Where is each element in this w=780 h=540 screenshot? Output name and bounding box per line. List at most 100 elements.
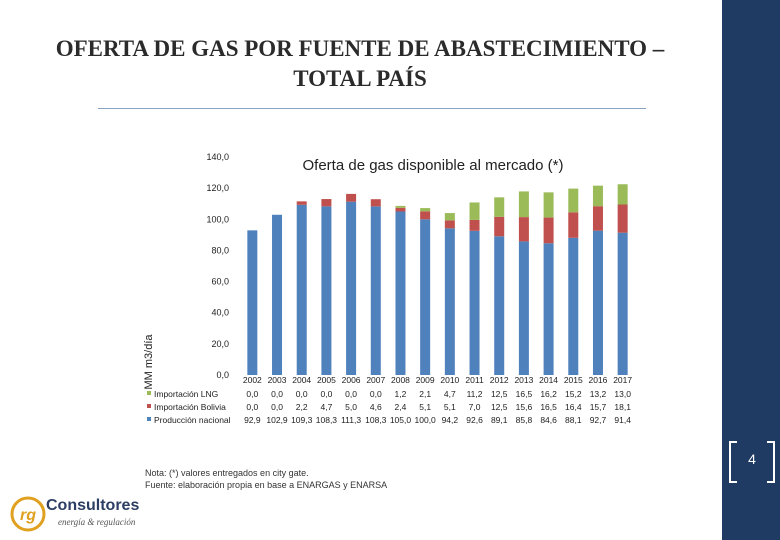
x-tick-label: 2012 bbox=[490, 375, 509, 385]
bar-segment bbox=[444, 213, 455, 221]
data-label: 0,0 bbox=[246, 389, 258, 399]
bar-segment bbox=[469, 219, 480, 231]
x-tick-label: 2010 bbox=[440, 375, 459, 385]
right-bracket-icon bbox=[767, 441, 775, 483]
data-label: 111,3 bbox=[341, 415, 361, 425]
bar-segment bbox=[469, 202, 480, 220]
data-label: 15,7 bbox=[590, 402, 607, 412]
logo-ring-icon bbox=[10, 496, 46, 532]
data-table: 2002 2003 2004 2005 2006 2007 2008 2009 2010 2011… bbox=[147, 375, 632, 425]
bar-segment bbox=[617, 184, 628, 205]
bar-segment bbox=[518, 241, 529, 375]
slide-title: OFERTA DE GAS POR FUENTE DE ABASTECIMIEN… bbox=[20, 34, 700, 94]
y-tick-label: 0,0 bbox=[216, 370, 229, 380]
bar-segment bbox=[543, 217, 554, 244]
data-label: 15,2 bbox=[565, 389, 582, 399]
data-label: 84,6 bbox=[540, 415, 557, 425]
bar-segment bbox=[469, 230, 480, 375]
data-label: 108,3 bbox=[365, 415, 387, 425]
data-label: 2,4 bbox=[395, 402, 407, 412]
logo-tagline: energía & regulación bbox=[58, 517, 136, 527]
legend-swatch bbox=[147, 391, 151, 395]
x-tick-label: 2015 bbox=[564, 375, 583, 385]
bar-segment bbox=[420, 219, 431, 375]
bar-segment bbox=[272, 214, 283, 375]
logo-mark: rg bbox=[20, 507, 36, 524]
gas-supply-chart: Oferta de gas disponible al mercado (*) … bbox=[143, 152, 632, 425]
bar-segment bbox=[296, 204, 307, 375]
bar-segment bbox=[568, 237, 579, 375]
bar-segment bbox=[568, 188, 579, 213]
data-label: 2,2 bbox=[296, 402, 308, 412]
data-label: 12,5 bbox=[491, 389, 508, 399]
y-tick-label: 60,0 bbox=[211, 277, 229, 287]
x-tick-label: 2016 bbox=[589, 375, 608, 385]
y-axis-label: MM m3/día bbox=[143, 334, 155, 390]
data-label: 92,7 bbox=[590, 415, 607, 425]
bar-segment bbox=[617, 232, 628, 375]
x-tick-label: 2003 bbox=[268, 375, 287, 385]
left-bracket-icon bbox=[729, 441, 737, 483]
bars bbox=[247, 184, 628, 375]
bar-segment bbox=[395, 207, 406, 212]
y-axis-ticks: 0,0 20,0 40,0 60,0 80,0 100,0 120,0 140,0 bbox=[206, 152, 229, 380]
bar-segment bbox=[494, 197, 505, 217]
data-label: 108,3 bbox=[316, 415, 338, 425]
slide-title-line1: OFERTA DE GAS POR FUENTE DE ABASTECIMIEN… bbox=[55, 36, 665, 61]
bar-segment bbox=[420, 208, 431, 212]
company-logo: rg bbox=[10, 496, 46, 532]
data-label: 0,0 bbox=[271, 402, 283, 412]
legend-swatch bbox=[147, 404, 151, 408]
data-label: 0,0 bbox=[246, 402, 258, 412]
data-label: 16,5 bbox=[516, 389, 533, 399]
x-tick-label: 2002 bbox=[243, 375, 262, 385]
data-label: 109,3 bbox=[291, 415, 313, 425]
bar-segment bbox=[346, 201, 357, 375]
x-tick-label: 2009 bbox=[416, 375, 435, 385]
footnote-note: Nota: (*) valores entregados en city gat… bbox=[145, 468, 309, 478]
y-tick-label: 140,0 bbox=[206, 152, 229, 162]
bar-segment bbox=[592, 185, 603, 207]
data-label: 4,7 bbox=[444, 389, 456, 399]
bar-segment bbox=[420, 211, 431, 220]
bar-segment bbox=[321, 206, 332, 375]
bar-segment bbox=[370, 206, 381, 375]
data-label: 13,0 bbox=[614, 389, 631, 399]
data-label: 102,9 bbox=[266, 415, 288, 425]
footnote: Nota: (*) valores entregados en city gat… bbox=[145, 467, 387, 491]
data-label: 13,2 bbox=[590, 389, 607, 399]
legend-label: Importación LNG bbox=[154, 389, 218, 399]
side-band bbox=[722, 0, 780, 540]
x-tick-label: 2006 bbox=[342, 375, 361, 385]
footnote-source: Fuente: elaboración propia en base a ENA… bbox=[145, 480, 388, 490]
data-label: 105,0 bbox=[390, 415, 412, 425]
page-number-box: 4 bbox=[729, 441, 775, 483]
title-divider bbox=[98, 108, 646, 109]
y-tick-label: 80,0 bbox=[211, 245, 229, 255]
data-label: 1,2 bbox=[395, 389, 407, 399]
data-label: 7,0 bbox=[469, 402, 481, 412]
y-tick-label: 100,0 bbox=[206, 214, 229, 224]
bar-segment bbox=[395, 211, 406, 375]
data-label: 5,1 bbox=[419, 402, 431, 412]
y-tick-label: 20,0 bbox=[211, 339, 229, 349]
bar-segment bbox=[543, 243, 554, 375]
legend-label: Producción nacional bbox=[154, 415, 231, 425]
data-label: 11,2 bbox=[467, 389, 483, 399]
data-label: 85,8 bbox=[516, 415, 533, 425]
data-label: 18,1 bbox=[614, 402, 631, 412]
data-label: 0,0 bbox=[320, 389, 332, 399]
bar-segment bbox=[494, 216, 505, 237]
x-tick-label: 2008 bbox=[391, 375, 410, 385]
data-label: 0,0 bbox=[296, 389, 308, 399]
bar-segment bbox=[444, 220, 455, 229]
bar-segment bbox=[518, 191, 529, 218]
data-label: 88,1 bbox=[565, 415, 582, 425]
bar-segment bbox=[617, 204, 628, 233]
data-label: 4,7 bbox=[320, 402, 332, 412]
bar-segment bbox=[518, 217, 529, 242]
legend-label: Importación Bolivia bbox=[154, 402, 226, 412]
slide-title-line2: TOTAL PAÍS bbox=[293, 66, 427, 91]
bar-segment bbox=[296, 201, 307, 205]
bar-segment bbox=[543, 192, 554, 218]
